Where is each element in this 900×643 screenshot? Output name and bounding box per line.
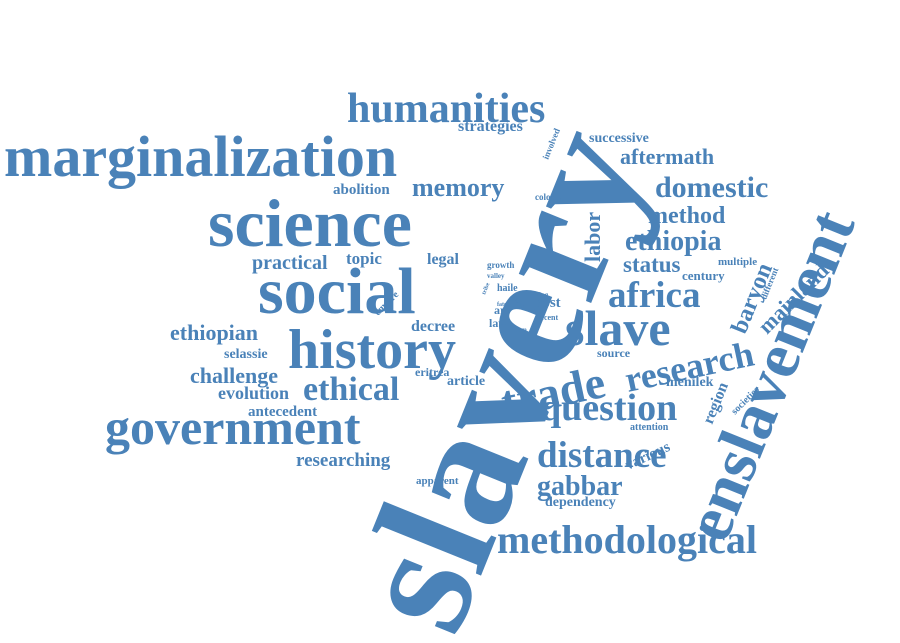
word-apparent: apparent xyxy=(416,475,459,487)
word-multiple: multiple xyxy=(718,256,757,268)
word-domestic: domestic xyxy=(655,171,768,204)
word-status: status xyxy=(623,252,681,277)
word-strategies: strategies xyxy=(458,118,523,135)
word-challenge: challenge xyxy=(190,363,278,388)
word-menilek: menilek xyxy=(666,375,714,390)
word-evolution: evolution xyxy=(218,383,289,403)
word-recent: recent xyxy=(537,313,559,322)
word-methodological: methodological xyxy=(497,517,757,562)
word-aftermath: aftermath xyxy=(620,144,714,169)
word-government: government xyxy=(105,399,361,455)
word-researching: researching xyxy=(296,450,391,471)
word-question: question xyxy=(540,387,677,429)
word-tribe: tribe xyxy=(481,282,491,296)
word-fate: fate xyxy=(497,302,507,308)
word-abolition: abolition xyxy=(333,182,390,198)
word-slave: slave xyxy=(565,300,671,356)
word-method: method xyxy=(648,203,726,229)
word-selassie: selassie xyxy=(224,347,268,362)
word-humanities: humanities xyxy=(347,86,545,132)
word-post: post xyxy=(534,295,561,311)
word-article: article xyxy=(447,374,485,389)
word-ethiopian: ethiopian xyxy=(170,320,258,345)
word-law: law xyxy=(489,316,507,330)
word-ethiopia: ethiopia xyxy=(625,226,721,257)
word-art: art xyxy=(494,303,509,317)
word-history: history xyxy=(288,319,456,381)
word-ethical: ethical xyxy=(303,371,399,408)
word-gabbar: gabbar xyxy=(537,471,623,502)
word-source: source xyxy=(597,346,631,360)
word-africa: africa xyxy=(608,275,700,316)
word-century: century xyxy=(682,268,725,283)
word-memory: memory xyxy=(412,173,504,202)
word-cloud-words: slavery enslavement marginalization scie… xyxy=(4,86,869,643)
word-king: king xyxy=(535,291,549,299)
word-practical: practical xyxy=(252,252,328,274)
word-dependency: dependency xyxy=(545,495,616,510)
word-topic: topic xyxy=(346,249,382,268)
word-valley: valley xyxy=(487,272,505,280)
word-successive: successive xyxy=(589,131,649,146)
word-antecedent: antecedent xyxy=(248,404,317,420)
word-science: science xyxy=(208,185,412,261)
word-colonial: colonial xyxy=(535,192,566,202)
word-attention: attention xyxy=(630,422,669,433)
word-legal: legal xyxy=(427,251,460,268)
word-distance: distance xyxy=(537,435,667,476)
word-eritrea: eritrea xyxy=(415,365,449,379)
word-marginalization: marginalization xyxy=(4,124,397,189)
word-haile: haile xyxy=(497,283,518,294)
word-decree: decree xyxy=(411,318,455,335)
word-form: form xyxy=(512,326,527,334)
word-social: social xyxy=(258,255,416,328)
word-growth: growth xyxy=(487,260,514,270)
word-labor: labor xyxy=(580,212,605,262)
